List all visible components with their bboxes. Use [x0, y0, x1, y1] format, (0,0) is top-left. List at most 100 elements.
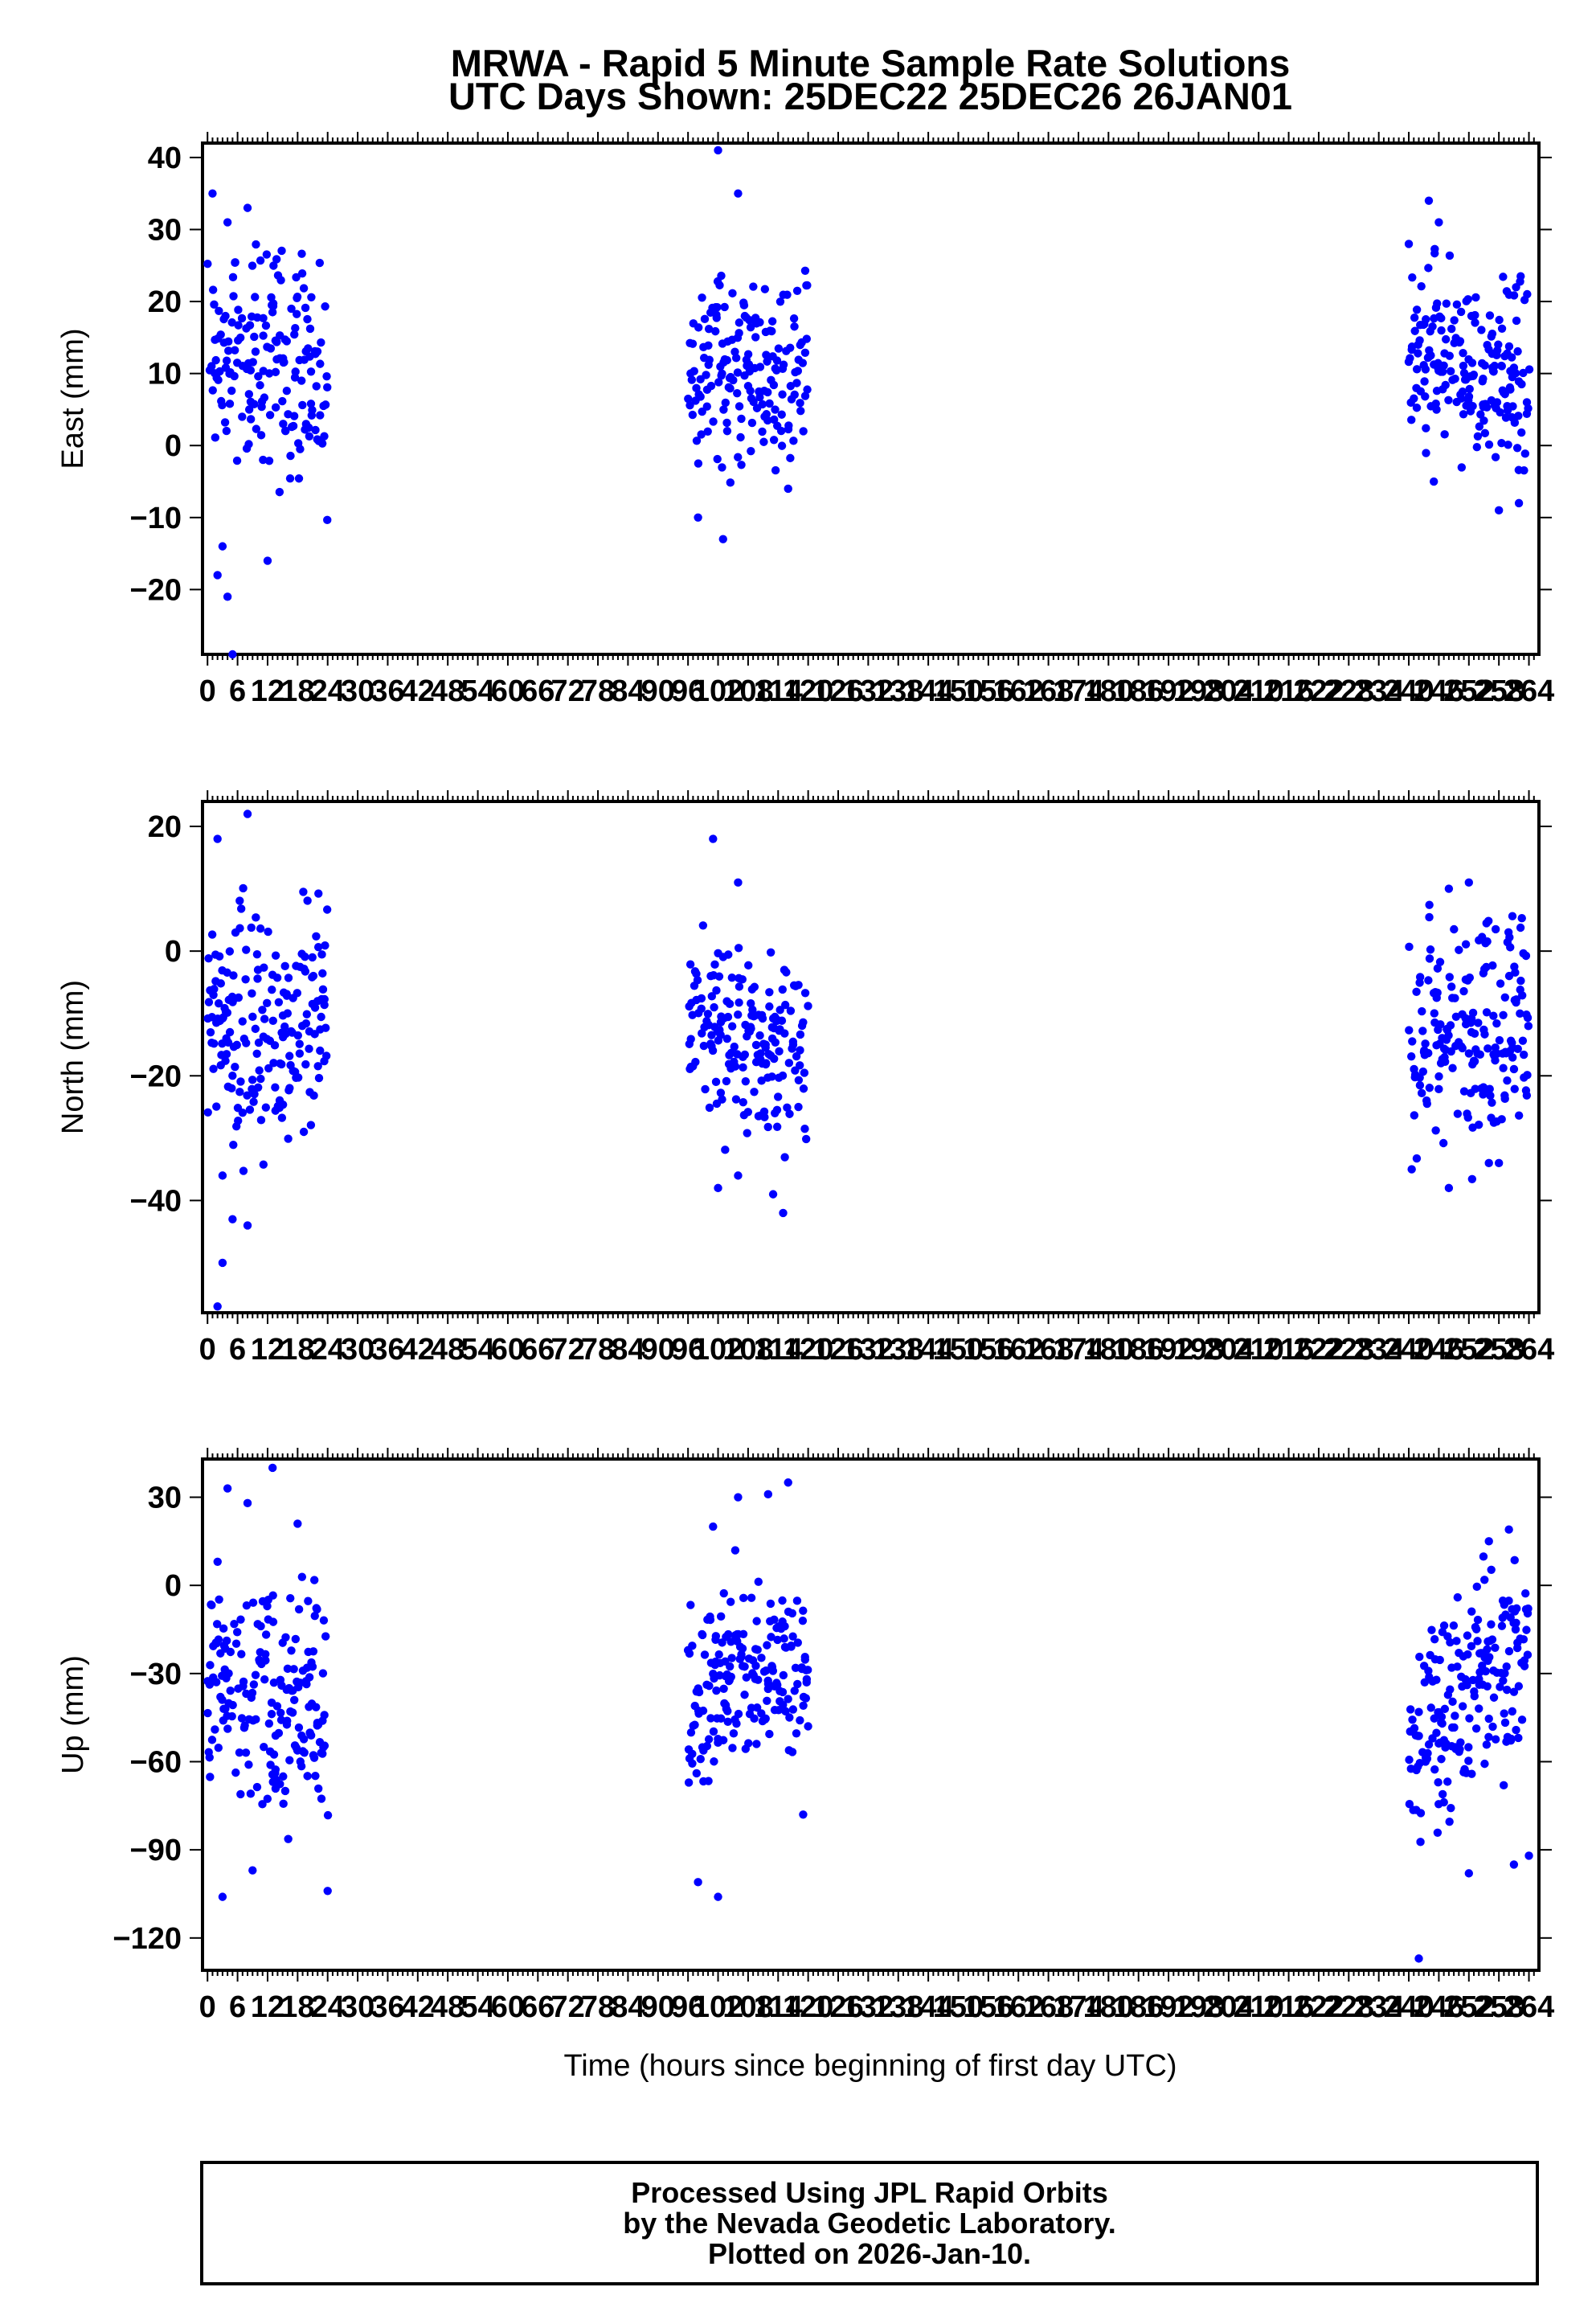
data-point: [685, 400, 694, 410]
data-point: [248, 989, 256, 998]
data-point-outlier: [1404, 240, 1414, 248]
data-point: [801, 1134, 811, 1144]
data-point: [767, 1633, 775, 1642]
data-point: [1491, 924, 1500, 934]
x-tick-label: 240: [1383, 1333, 1434, 1367]
data-point: [692, 969, 701, 978]
data-point-outlier: [1524, 1851, 1533, 1860]
data-point: [1491, 1643, 1500, 1652]
data-point: [780, 1621, 789, 1631]
data-point: [775, 297, 785, 306]
data-point: [305, 1673, 314, 1682]
data-point: [1441, 380, 1450, 390]
data-point: [260, 1014, 269, 1023]
data-point: [1467, 1607, 1476, 1616]
data-point: [744, 961, 753, 970]
data-point: [321, 1023, 330, 1032]
data-point: [704, 341, 713, 350]
data-point: [714, 972, 724, 981]
data-point: [739, 1629, 748, 1638]
data-point: [1463, 1681, 1471, 1690]
data-point: [281, 1633, 290, 1642]
data-point: [224, 1669, 233, 1678]
data-point-outlier: [1464, 1869, 1474, 1878]
data-point: [721, 1146, 730, 1154]
data-point: [713, 302, 722, 312]
data-point: [714, 378, 723, 387]
data-point: [1508, 402, 1517, 411]
y-tick-label: 0: [165, 1569, 182, 1603]
data-point: [318, 985, 328, 994]
data-point: [256, 431, 266, 440]
data-point-outlier: [323, 1887, 332, 1896]
data-point-outlier: [243, 1221, 252, 1230]
data-point: [1415, 1080, 1425, 1090]
y-tick-label: −40: [130, 1184, 182, 1218]
x-tick-label: 60: [491, 674, 525, 708]
data-point: [1511, 968, 1520, 978]
data-point: [279, 1772, 288, 1781]
data-point: [312, 382, 321, 391]
data-point: [1474, 1120, 1483, 1129]
data-point: [772, 1122, 782, 1131]
data-point: [1517, 991, 1527, 1000]
data-point: [793, 1679, 802, 1689]
data-point: [758, 400, 767, 409]
data-point: [1448, 1064, 1457, 1072]
data-point: [1471, 318, 1479, 327]
data-point: [279, 420, 288, 428]
data-point: [783, 290, 792, 299]
x-tick-label: 258: [1473, 1990, 1524, 2024]
data-point: [256, 1621, 265, 1631]
data-point: [293, 989, 302, 998]
data-point: [800, 1655, 809, 1664]
data-point: [1502, 1662, 1511, 1671]
x-tick-label: 108: [722, 1990, 773, 2024]
data-point: [1421, 365, 1430, 374]
data-point: [1417, 1088, 1426, 1098]
data-point: [1479, 374, 1488, 383]
x-tick-label: 66: [521, 1990, 555, 2024]
x-tick-label: 102: [693, 674, 743, 708]
processing-note-box: Processed Using JPL Rapid Orbits by the …: [200, 2161, 1539, 2285]
data-point: [769, 436, 779, 445]
data-point: [263, 1794, 272, 1803]
data-point: [760, 1113, 769, 1121]
data-point: [303, 896, 312, 905]
data-point: [735, 402, 744, 411]
data-point: [1457, 463, 1467, 472]
data-point: [1439, 361, 1448, 370]
data-point: [755, 318, 764, 327]
data-point: [1522, 1625, 1531, 1634]
data-point: [266, 344, 276, 353]
data-point-outlier: [694, 513, 702, 523]
data-point: [242, 945, 251, 954]
data-point: [762, 410, 771, 419]
data-point: [751, 1661, 760, 1670]
data-point: [1480, 1030, 1489, 1039]
data-point: [1438, 1789, 1447, 1799]
data-point: [1440, 1057, 1450, 1067]
data-point: [1408, 1037, 1417, 1046]
data-point: [1492, 398, 1502, 407]
east-y-axis-label: East (mm): [56, 328, 90, 469]
data-point: [1473, 432, 1483, 441]
data-point: [704, 1735, 714, 1744]
data-point: [304, 344, 313, 353]
data-point: [1474, 1019, 1483, 1027]
data-point: [1483, 916, 1493, 925]
data-point: [1450, 316, 1459, 325]
data-point: [698, 1706, 708, 1715]
data-point: [688, 1759, 697, 1768]
data-point: [1412, 404, 1422, 412]
data-point: [316, 1046, 325, 1055]
data-point: [734, 453, 743, 461]
data-point: [224, 346, 233, 355]
data-point: [231, 1062, 239, 1072]
data-point: [1458, 387, 1467, 396]
data-point: [265, 411, 275, 420]
data-point: [257, 402, 266, 412]
data-point: [1518, 1036, 1528, 1045]
data-point: [1433, 988, 1442, 998]
data-point: [296, 445, 305, 453]
